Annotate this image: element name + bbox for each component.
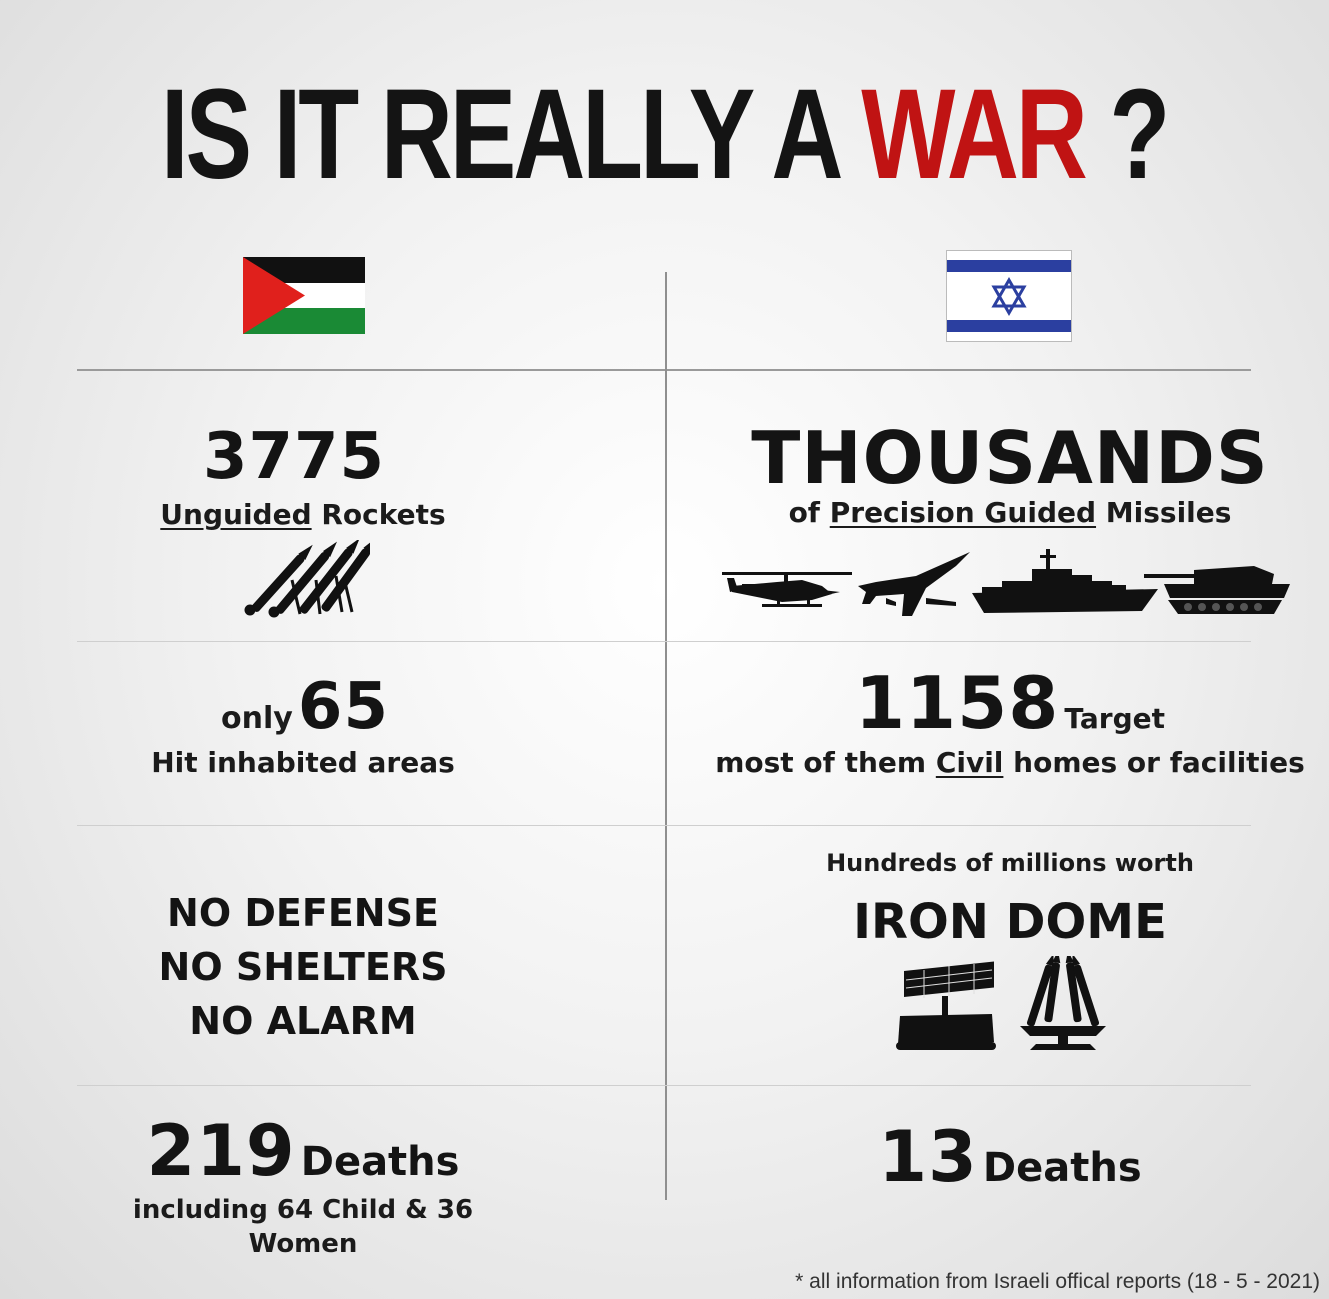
footnote: * all information from Israeli offical r… [795, 1270, 1320, 1293]
targets-count: 1158 [854, 661, 1060, 745]
fighter-jet-icon [856, 546, 976, 624]
warship-icon [972, 545, 1158, 623]
hits-line: only 65 [160, 672, 450, 744]
hits-count: 65 [297, 670, 389, 744]
hits-label: Hit inhabited areas [151, 746, 455, 779]
palestine-deaths-count: 219 [146, 1110, 296, 1192]
radar-vehicle-icon [894, 956, 998, 1056]
no-shelters: NO SHELTERS [158, 945, 448, 989]
palestine-deaths-detail: including 64 Child & 36 Women [132, 1195, 474, 1259]
targets-label: Target [1064, 702, 1166, 735]
rockets-label-rest: Rockets [321, 498, 446, 531]
title-part-1: IS IT REALLY A [161, 63, 840, 206]
targets-detail: most of them Civil homes or facilities [700, 746, 1320, 780]
targets-line: 1158 Target [740, 667, 1280, 744]
israel-deaths-label: Deaths [982, 1145, 1142, 1191]
attack-helicopter-icon [722, 546, 857, 620]
rockets-count: 3775 [202, 420, 386, 494]
no-defense: NO DEFENSE [167, 891, 439, 935]
rockets-label-underlined: Unguided [160, 498, 312, 531]
center-divider [665, 272, 667, 1200]
row-divider-1 [77, 641, 1251, 642]
row-divider-2 [77, 825, 1251, 826]
row-divider-3 [77, 1085, 1251, 1086]
iron-dome-name: IRON DOME [853, 894, 1167, 950]
title-war-word: WAR [861, 63, 1089, 206]
missiles-label: of Precision Guided Missiles [740, 496, 1280, 530]
page-title: IS IT REALLY A WAR ? [0, 70, 1329, 200]
rocket-launcher-icon [240, 537, 377, 624]
rockets-label: Unguided Rockets [120, 498, 486, 532]
hits-prefix: only [221, 701, 293, 736]
israel-deaths-line: 13 Deaths [740, 1122, 1280, 1202]
missiles-label-underlined: Precision Guided [829, 496, 1097, 529]
title-question-mark: ? [1109, 63, 1171, 206]
header-divider [77, 369, 1251, 371]
palestine-deaths-label: Deaths [300, 1139, 460, 1185]
missiles-label-rest: Missiles [1105, 496, 1232, 529]
israel-flag-icon [946, 250, 1072, 342]
missile-launcher-icon [1000, 950, 1126, 1056]
targets-detail-prefix: most of them [715, 746, 927, 779]
iron-dome-worth: Hundreds of millions worth [826, 849, 1194, 877]
israel-deaths-count: 13 [878, 1116, 978, 1198]
targets-detail-rest: homes or facilities [1013, 746, 1305, 779]
missiles-label-prefix: of [788, 496, 820, 529]
tank-icon [1144, 554, 1294, 624]
palestine-flag-icon [243, 257, 365, 334]
missiles-count: THOUSANDS [751, 416, 1269, 500]
targets-detail-underlined: Civil [935, 746, 1004, 779]
palestine-deaths-line: 219 Deaths [100, 1116, 506, 1192]
no-alarm: NO ALARM [189, 999, 417, 1043]
